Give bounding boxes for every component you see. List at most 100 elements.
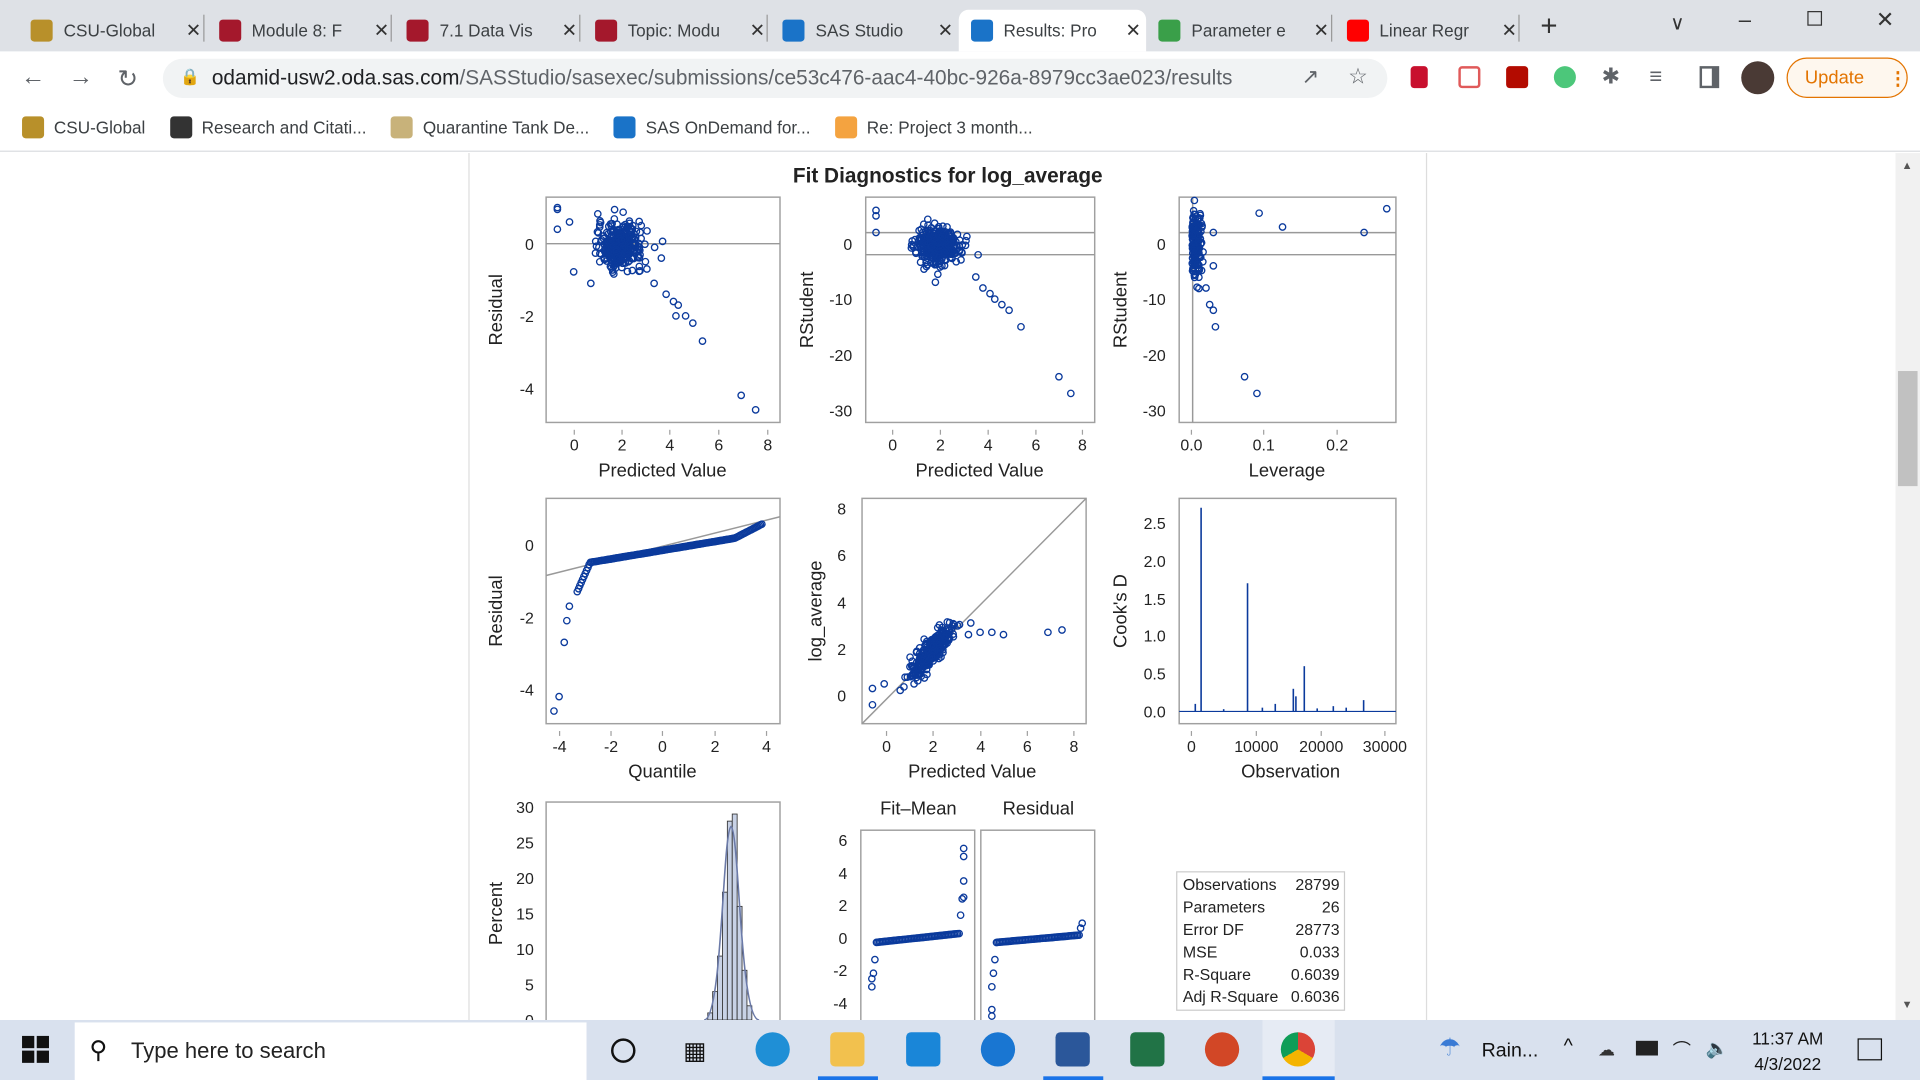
chrome-taskbar-button[interactable] bbox=[1262, 1020, 1335, 1080]
data-point bbox=[606, 233, 615, 242]
task-view-icon[interactable]: ▦ bbox=[683, 1038, 707, 1066]
data-point bbox=[989, 969, 998, 978]
bookmark-item[interactable]: Re: Project 3 month... bbox=[834, 115, 1033, 138]
data-point bbox=[643, 227, 651, 235]
browser-tab[interactable]: 7.1 Data Vis ✕ bbox=[394, 10, 581, 52]
side-panel-icon[interactable] bbox=[1699, 66, 1720, 89]
scroll-down-icon[interactable]: ▼ bbox=[1901, 997, 1913, 1011]
data-point bbox=[920, 674, 929, 682]
data-point bbox=[1382, 204, 1391, 213]
menu-kebab-icon[interactable]: ⋮ bbox=[1888, 67, 1907, 89]
browser-tab[interactable]: Results: Pro ✕ bbox=[958, 9, 1146, 52]
bookmark-item[interactable]: CSU-Global bbox=[22, 115, 145, 138]
mail-icon[interactable] bbox=[906, 1032, 941, 1067]
data-point bbox=[669, 297, 678, 306]
data-point bbox=[628, 266, 637, 275]
x-tick-label: 0 bbox=[570, 438, 579, 455]
close-tab-icon[interactable]: ✕ bbox=[185, 20, 202, 42]
x-axis-label: Leverage bbox=[1249, 459, 1326, 480]
browser-tab[interactable]: Parameter e ✕ bbox=[1146, 10, 1333, 52]
restore-button[interactable] bbox=[1807, 11, 1823, 26]
excel-icon[interactable] bbox=[1130, 1032, 1165, 1067]
data-point bbox=[586, 279, 595, 288]
close-tab-icon[interactable]: ✕ bbox=[937, 20, 953, 42]
share-icon[interactable]: ↗ bbox=[1301, 64, 1320, 89]
notification-icon[interactable] bbox=[1857, 1038, 1883, 1061]
adobe-acrobat-icon[interactable] bbox=[1506, 66, 1529, 89]
scroll-up-icon[interactable]: ▲ bbox=[1901, 159, 1913, 172]
x-tick-label: 4 bbox=[762, 739, 771, 756]
close-tab-icon[interactable]: ✕ bbox=[1125, 20, 1141, 42]
powerpoint-icon[interactable] bbox=[1204, 1032, 1240, 1067]
cortana-icon[interactable] bbox=[611, 1038, 636, 1063]
data-point bbox=[1209, 261, 1218, 270]
clock[interactable]: 11:37 AM 4/3/2022 bbox=[1739, 1026, 1837, 1077]
update-button[interactable]: Update ⋮ bbox=[1786, 57, 1908, 98]
data-point bbox=[929, 642, 938, 651]
wifi-icon[interactable]: ⌒ bbox=[1672, 1040, 1692, 1062]
data-point bbox=[593, 228, 602, 236]
minimize-button[interactable]: – bbox=[1738, 7, 1752, 32]
edge-icon[interactable] bbox=[755, 1032, 790, 1067]
vertical-scrollbar[interactable]: ▲ ▼ bbox=[1895, 153, 1920, 1021]
browser-tab[interactable]: SAS Studio ✕ bbox=[770, 10, 957, 52]
extensions-puzzle-icon[interactable]: ✱ bbox=[1601, 63, 1621, 89]
data-point bbox=[931, 260, 939, 269]
data-point bbox=[622, 224, 631, 233]
weather-text[interactable]: Rain... bbox=[1481, 1040, 1539, 1062]
y-tick-label: 6 bbox=[838, 833, 847, 850]
back-icon[interactable]: ← bbox=[20, 63, 46, 91]
browser-tab[interactable]: Topic: Modu ✕ bbox=[582, 10, 769, 52]
close-tab-icon[interactable]: ✕ bbox=[749, 20, 766, 42]
tab-search-button[interactable]: ∨ bbox=[1670, 13, 1685, 35]
tab-title: Parameter e bbox=[1191, 20, 1286, 41]
close-tab-icon[interactable]: ✕ bbox=[1501, 20, 1517, 42]
data-point bbox=[990, 295, 999, 304]
media-control-icon[interactable]: ≡ bbox=[1649, 63, 1663, 89]
volume-icon[interactable]: 🔈 bbox=[1705, 1038, 1729, 1060]
scrollbar-thumb[interactable] bbox=[1897, 371, 1918, 487]
y-tick-label: 0 bbox=[837, 689, 846, 706]
close-window-button[interactable]: ✕ bbox=[1875, 7, 1895, 32]
taskbar-search-box[interactable]: ⚲ Type here to search bbox=[74, 1022, 587, 1080]
app-icon[interactable] bbox=[980, 1032, 1016, 1067]
bookmark-item[interactable]: Research and Citati... bbox=[169, 115, 367, 138]
y-tick-label: -30 bbox=[1143, 403, 1166, 420]
windows-start-icon[interactable] bbox=[22, 1035, 49, 1063]
data-point bbox=[596, 217, 604, 225]
y-tick-label: 0 bbox=[525, 538, 534, 555]
bookmark-item[interactable]: Quarantine Tank De... bbox=[391, 115, 589, 138]
data-point bbox=[948, 622, 957, 630]
mcafee-extension-icon[interactable] bbox=[1410, 66, 1428, 89]
extension-robot-icon[interactable] bbox=[1553, 66, 1576, 89]
onedrive-icon[interactable]: ☁ bbox=[1597, 1039, 1616, 1060]
battery-icon[interactable] bbox=[1635, 1040, 1658, 1056]
browser-tab[interactable]: Module 8: F ✕ bbox=[206, 10, 393, 52]
data-point bbox=[635, 262, 644, 271]
data-point bbox=[937, 653, 945, 661]
word-icon[interactable] bbox=[1055, 1032, 1090, 1067]
close-tab-icon[interactable]: ✕ bbox=[561, 20, 578, 42]
address-bar[interactable]: 🔒 odamid-usw2.oda.sas.com/SASStudio/sase… bbox=[162, 58, 1388, 98]
file-explorer-icon[interactable] bbox=[830, 1032, 865, 1067]
close-tab-icon[interactable]: ✕ bbox=[1313, 20, 1329, 42]
bookmark-favicon-icon bbox=[169, 115, 192, 138]
data-point bbox=[955, 247, 964, 256]
forward-icon[interactable]: → bbox=[68, 63, 94, 91]
y-tick-label: -10 bbox=[1143, 292, 1166, 309]
close-tab-icon[interactable]: ✕ bbox=[373, 20, 390, 42]
new-tab-button[interactable]: + bbox=[1540, 9, 1558, 43]
reload-icon[interactable]: ↻ bbox=[117, 66, 139, 94]
tray-overflow-icon[interactable]: ^ bbox=[1563, 1035, 1573, 1057]
data-point bbox=[1190, 244, 1199, 252]
profile-avatar[interactable] bbox=[1741, 61, 1775, 95]
browser-tab[interactable]: CSU-Global ✕ bbox=[18, 10, 205, 52]
data-point bbox=[998, 300, 1006, 309]
weather-icon[interactable]: ☂ bbox=[1438, 1034, 1461, 1062]
bookmark-star-icon[interactable]: ☆ bbox=[1348, 63, 1368, 89]
extension-icon[interactable] bbox=[1458, 66, 1481, 89]
bookmark-item[interactable]: SAS OnDemand for... bbox=[613, 115, 810, 138]
plot-frame bbox=[545, 497, 781, 725]
browser-tab[interactable]: Linear Regr ✕ bbox=[1334, 10, 1521, 52]
data-point bbox=[991, 955, 999, 964]
